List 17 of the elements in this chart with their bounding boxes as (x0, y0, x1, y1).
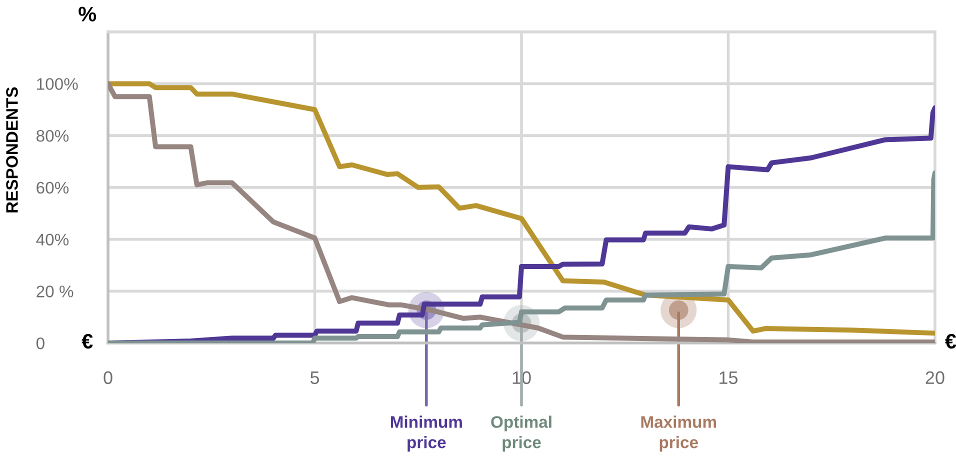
text: € (82, 334, 93, 349)
y-tick-label: 0 (36, 337, 44, 350)
y-tick-label: 40% (36, 234, 69, 246)
x-tick-label: 0 (104, 371, 112, 384)
x-tick-label: 20 (926, 371, 944, 384)
text: % (78, 6, 96, 22)
x-tick-label: 5 (310, 371, 320, 384)
y-tick-label: 60% (36, 182, 69, 194)
x-tick-label: 15 (720, 371, 738, 384)
y-tick-label: 80% (36, 130, 69, 142)
annotation: Minimum price (390, 416, 462, 452)
annotation: Maximum price (641, 416, 716, 452)
y-tick-label: 20 % (36, 286, 74, 298)
annotation: Optimal price (491, 416, 552, 452)
y-tick-label: 100% (37, 78, 78, 90)
y-axis-title: RESPONDENTS (6, 87, 18, 212)
text: € (944, 334, 956, 349)
